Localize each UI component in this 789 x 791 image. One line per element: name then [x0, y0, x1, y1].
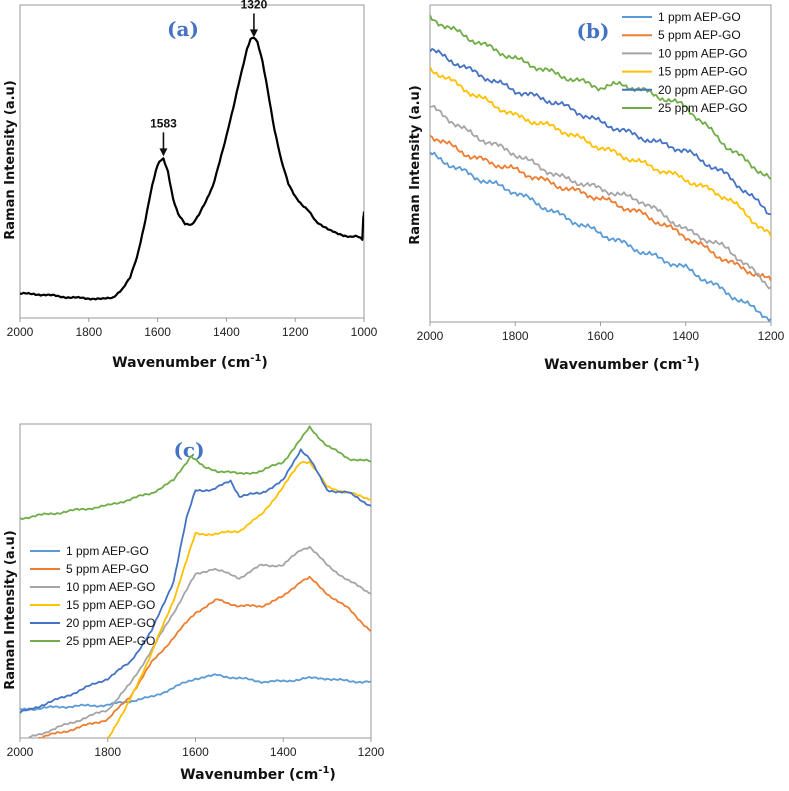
- plot-frame: [19, 4, 365, 319]
- series-line-2: [37, 575, 371, 738]
- series-line-6: [20, 425, 371, 521]
- panel-label: (a): [167, 17, 199, 41]
- x-tick-label: 2000: [7, 745, 34, 759]
- x-tick-label: 1000: [351, 325, 378, 339]
- y-axis-label: Raman Intensity (a.u): [408, 85, 423, 245]
- chart-panel-1: 2000 1800 1600 1400 1200 1000 Wavenumber (cm-1…: [3, 0, 378, 371]
- x-tick-label: 2000: [417, 329, 444, 343]
- x-tick-label: 1800: [94, 745, 121, 759]
- series-line-1: [20, 673, 371, 711]
- legend-entry: 10 ppm AEP-GO: [658, 46, 747, 60]
- x-tick-label: 1800: [75, 325, 102, 339]
- series-line-4: [107, 460, 371, 738]
- series-line-1: [20, 36, 364, 301]
- annotation-label: 1583: [150, 116, 177, 130]
- series-line-3: [28, 545, 371, 738]
- x-tick-label: 1200: [358, 745, 385, 759]
- series-line-5: [430, 48, 771, 216]
- y-axis-label: Raman Intensity (a.u): [3, 80, 18, 240]
- legend-entry: 25 ppm AEP-GO: [66, 634, 155, 648]
- series-line-6: [430, 14, 771, 180]
- x-tick-label: 1400: [213, 325, 240, 339]
- x-tick-label: 1800: [502, 329, 529, 343]
- legend-entry: 1 ppm AEP-GO: [66, 544, 149, 558]
- x-tick-label: 1600: [587, 329, 614, 343]
- annotation-label: 1320: [241, 0, 268, 11]
- legend-entry: 5 ppm AEP-GO: [658, 28, 741, 42]
- series-line-5: [20, 448, 371, 714]
- x-tick-label: 1600: [144, 325, 171, 339]
- legend-entry: 15 ppm AEP-GO: [66, 598, 155, 612]
- x-tick-label: 1400: [672, 329, 699, 343]
- x-axis-label: Wavenumber (cm-1): [112, 353, 268, 371]
- x-tick-label: 1400: [270, 745, 297, 759]
- chart-panel-2: 2000 1800 1600 1400 1200 Wavenumber (cm-1) Ram…: [408, 4, 785, 373]
- x-tick-label: 1200: [282, 325, 309, 339]
- legend-entry: 20 ppm AEP-GO: [658, 83, 747, 97]
- legend-entry: 20 ppm AEP-GO: [66, 616, 155, 630]
- panel-label: (b): [577, 19, 610, 43]
- legend-entry: 25 ppm AEP-GO: [658, 101, 747, 115]
- series-line-2: [430, 134, 771, 282]
- legend-entry: 10 ppm AEP-GO: [66, 580, 155, 594]
- legend-entry: 1 ppm AEP-GO: [658, 10, 741, 24]
- chart-panel-3: 2000 1800 1600 1400 1200 Wavenumber (cm-1) Ram…: [3, 423, 385, 783]
- series-line-1: [430, 151, 771, 322]
- x-tick-label: 1600: [182, 745, 209, 759]
- x-tick-label: 1200: [758, 329, 785, 343]
- series-line-4: [430, 66, 771, 237]
- annotation-arrow-head: [159, 148, 168, 157]
- x-tick-label: 2000: [7, 325, 34, 339]
- annotation-arrow-head: [249, 29, 258, 38]
- series-line-3: [430, 104, 771, 290]
- x-axis-label: Wavenumber (cm-1): [544, 355, 700, 373]
- legend-entry: 15 ppm AEP-GO: [658, 65, 747, 79]
- x-axis-label: Wavenumber (cm-1): [180, 765, 336, 783]
- y-axis-label: Raman Intensity (a.u): [3, 530, 18, 690]
- legend-entry: 5 ppm AEP-GO: [66, 562, 149, 576]
